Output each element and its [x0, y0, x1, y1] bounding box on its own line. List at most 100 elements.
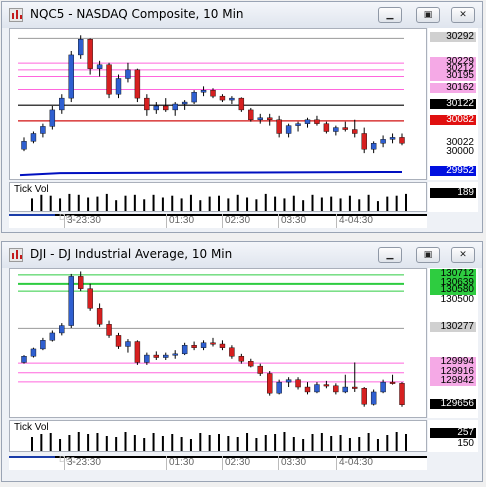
- price-chart[interactable]: [9, 28, 427, 180]
- chart-window-nq[interactable]: NQC5 - NASDAQ Composite, 10 Min ▁ ▣ ✕ 30…: [1, 1, 483, 233]
- time-separator: [336, 456, 337, 470]
- volume-bar: [189, 439, 192, 451]
- candle-body: [295, 379, 301, 388]
- volume-bar: [274, 196, 277, 211]
- volume-bar: [77, 194, 80, 211]
- candle-body: [342, 386, 348, 393]
- price-axis-label: 30082: [430, 114, 476, 125]
- candle-body: [40, 126, 46, 134]
- volume-bar: [330, 436, 333, 451]
- volume-bar: [124, 432, 127, 451]
- candle-body: [144, 97, 150, 111]
- volume-bar: [255, 438, 258, 451]
- price-axis-label: 30212: [430, 63, 476, 74]
- time-separator: [64, 456, 65, 470]
- time-axis-label: 03:30: [281, 215, 307, 226]
- price-axis-label: 30162: [430, 83, 476, 94]
- candle-body: [352, 129, 358, 134]
- candle-body: [257, 117, 263, 120]
- window-titlebar[interactable]: NQC5 - NASDAQ Composite, 10 Min ▁ ▣ ✕: [2, 2, 482, 28]
- minimize-button[interactable]: ▁: [378, 247, 402, 263]
- volume-bar: [218, 195, 220, 211]
- price-chart[interactable]: [9, 268, 427, 418]
- volume-bar: [208, 435, 211, 451]
- time-axis-label: 3-23:30: [67, 457, 101, 468]
- maximize-button[interactable]: ▣: [416, 7, 440, 23]
- candle-body: [238, 97, 245, 111]
- volume-bar: [386, 196, 389, 211]
- volume-bar: [87, 434, 90, 451]
- candle-body: [210, 90, 216, 97]
- volume-bar: [255, 199, 258, 211]
- candle-body: [248, 109, 254, 120]
- time-axis: Dec 3-23:30 01:30 02:30 03:30 4-04:30: [9, 456, 427, 470]
- minimize-button[interactable]: ▁: [378, 7, 402, 23]
- close-button[interactable]: ✕: [451, 7, 475, 23]
- chart-window-dj[interactable]: DJI - DJ Industrial Average, 10 Min ▁ ▣ …: [1, 241, 483, 482]
- volume-bar: [96, 196, 99, 211]
- candle-body: [380, 139, 386, 144]
- window-title: DJI - DJ Industrial Average, 10 Min: [30, 247, 233, 261]
- month-label: Dec: [59, 214, 76, 222]
- volume-bar: [358, 437, 361, 451]
- candle-body: [333, 385, 339, 393]
- candle-body: [399, 137, 405, 144]
- tick-volume-panel: Tick Vol: [9, 182, 427, 212]
- volume-bar: [40, 194, 43, 211]
- candle-body: [238, 356, 245, 362]
- price-axis-label: 129842: [430, 375, 476, 386]
- volume-bar: [171, 434, 174, 451]
- volume-bar: [96, 433, 99, 451]
- time-separator: [222, 214, 223, 228]
- time-axis-label: 4-04:30: [339, 457, 373, 468]
- price-axis-label: 30195: [430, 70, 476, 81]
- candle-body: [229, 97, 235, 101]
- candle-body: [77, 39, 84, 56]
- candle-body: [257, 365, 263, 374]
- candle-body: [153, 354, 160, 358]
- candle-body: [96, 64, 103, 69]
- volume-bar: [180, 198, 183, 211]
- volume-bar: [40, 434, 43, 451]
- time-separator: [222, 456, 223, 470]
- volume-bar: [199, 200, 202, 211]
- volume-bar: [246, 197, 249, 211]
- volume-bar: [161, 197, 164, 211]
- session-bar: [55, 456, 427, 458]
- volume-bar: [180, 437, 183, 451]
- candle-body: [59, 97, 65, 111]
- volume-bar: [218, 434, 220, 451]
- volume-bar: [68, 435, 71, 451]
- volume-bar: [302, 200, 305, 211]
- maximize-button[interactable]: ▣: [416, 247, 440, 263]
- candle-body: [59, 325, 65, 334]
- candle-body: [352, 386, 358, 389]
- volume-bar: [161, 436, 164, 451]
- candle-body: [267, 117, 273, 120]
- volume-bar: [59, 439, 62, 451]
- candle-body: [40, 340, 46, 350]
- volume-bar: [311, 194, 314, 211]
- volume-bar: [152, 433, 155, 451]
- volume-bar: [292, 195, 295, 211]
- candle-body: [21, 141, 27, 150]
- volume-bar: [358, 199, 361, 211]
- volume-bar: [189, 194, 192, 211]
- volume-bar: [376, 439, 379, 451]
- candle-body: [333, 127, 339, 132]
- volume-bar: [68, 193, 71, 211]
- window-titlebar[interactable]: DJI - DJ Industrial Average, 10 Min ▁ ▣ …: [2, 242, 482, 268]
- candlestick-chart: [18, 35, 405, 177]
- volume-bar: [49, 195, 52, 211]
- candle-body: [49, 332, 56, 341]
- close-button[interactable]: ✕: [451, 247, 475, 263]
- candle-body: [125, 69, 131, 79]
- volume-bar: [274, 434, 277, 451]
- candle-body: [361, 388, 367, 405]
- volume-bar: [171, 195, 174, 211]
- candle-body: [87, 288, 93, 309]
- session-bar: [9, 214, 55, 216]
- volume-bar: [405, 193, 407, 211]
- candle-body: [106, 64, 112, 95]
- volume-bar: [283, 198, 286, 211]
